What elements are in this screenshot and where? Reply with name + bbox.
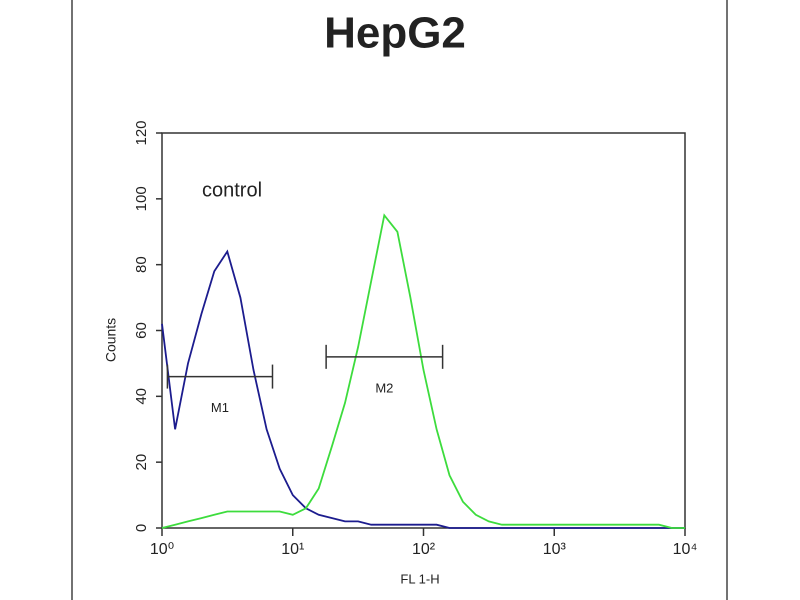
y-tick-label: 0 bbox=[133, 524, 150, 532]
chart-title: HepG2 bbox=[324, 9, 466, 58]
marker-label: M2 bbox=[375, 380, 393, 395]
x-tick-label: 10⁴ bbox=[673, 541, 698, 558]
y-tick-label: 60 bbox=[133, 322, 150, 339]
histogram-line bbox=[161, 249, 685, 529]
y-tick-label: 100 bbox=[133, 186, 150, 211]
x-tick-label: 10¹ bbox=[281, 541, 304, 558]
frame bbox=[71, 0, 728, 600]
x-tick-label: 10⁰ bbox=[150, 541, 174, 558]
y-tick-label: 20 bbox=[133, 454, 150, 471]
marker-label: M1 bbox=[211, 400, 229, 415]
x-tick-label: 10³ bbox=[543, 541, 567, 558]
y-axis-label: Counts bbox=[103, 318, 119, 362]
y-tick-label: 120 bbox=[133, 120, 150, 145]
histogram-line bbox=[161, 213, 685, 529]
y-tick-label: 40 bbox=[133, 388, 150, 405]
y-tick-label: 80 bbox=[133, 256, 150, 273]
annotation: control bbox=[202, 179, 262, 201]
x-tick-label: 10² bbox=[412, 541, 436, 558]
x-axis-label: FL 1-H bbox=[400, 571, 439, 586]
